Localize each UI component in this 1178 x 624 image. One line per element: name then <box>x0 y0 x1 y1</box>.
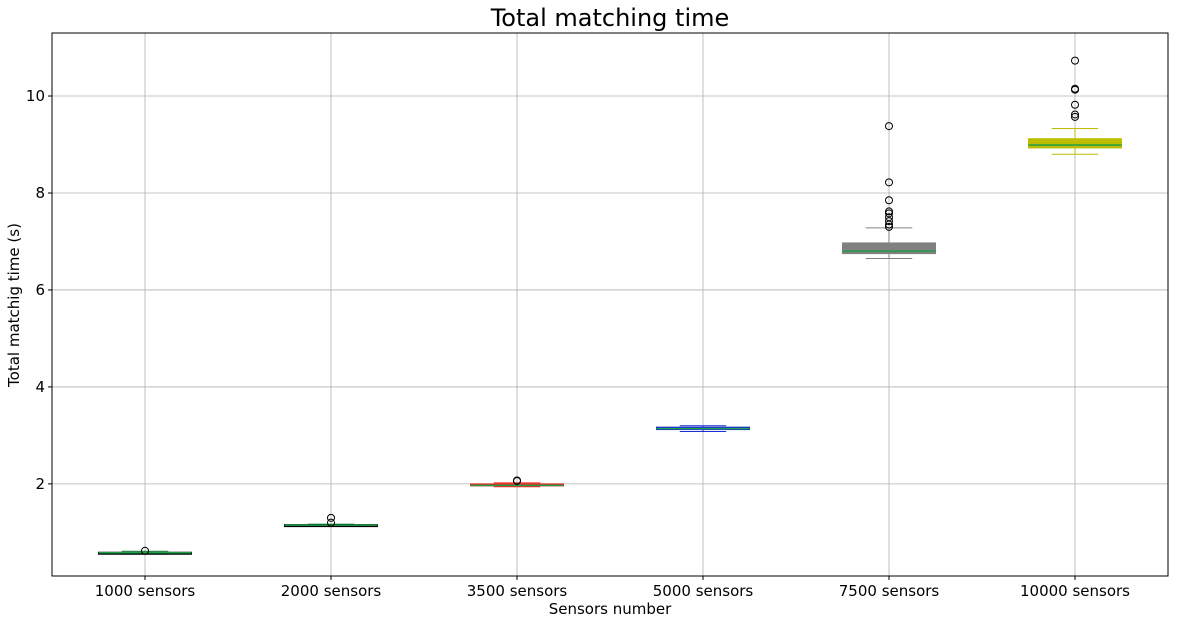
outlier-point <box>885 207 893 216</box>
chart-title: Total matching time <box>490 4 730 32</box>
x-tick-label: 7500 sensors <box>839 582 940 600</box>
outlier-point <box>327 518 335 527</box>
outlier-point <box>885 209 893 218</box>
outlier-point <box>327 513 335 522</box>
outlier-point <box>1071 110 1079 119</box>
axis-ticks: 2 4 6 8 10 1000 sensors 2000 sensors 3500 senso… <box>26 87 1130 600</box>
y-tick-label: 6 <box>35 281 45 299</box>
x-tick-label: 3500 sensors <box>467 582 568 600</box>
y-tick-label: 2 <box>35 475 45 493</box>
y-axis-label: Total matchig time (s) <box>5 223 23 388</box>
x-tick-label: 5000 sensors <box>653 582 754 600</box>
box-5 <box>842 122 936 259</box>
box-series <box>98 56 1122 555</box>
x-tick-label: 2000 sensors <box>281 582 382 600</box>
y-tick-label: 10 <box>26 87 45 105</box>
outlier-point <box>885 213 893 222</box>
outlier-point <box>1071 84 1079 93</box>
outlier-point <box>1071 56 1079 65</box>
plot-frame <box>51 32 1169 577</box>
box-2 <box>284 513 378 528</box>
box-4 <box>656 425 750 433</box>
outlier-point <box>885 222 893 231</box>
outlier-point <box>513 476 521 485</box>
x-tick-label: 1000 sensors <box>95 582 196 600</box>
x-axis-label: Sensors number <box>549 600 672 618</box>
x-tick-label: 10000 sensors <box>1020 582 1130 600</box>
outlier-point <box>885 122 893 131</box>
box-6 <box>1028 56 1122 155</box>
outlier-point <box>885 217 893 226</box>
box-1 <box>98 546 192 555</box>
grid-lines <box>52 33 1168 576</box>
outlier-point <box>1071 100 1079 109</box>
outlier-point <box>141 546 149 555</box>
y-tick-label: 4 <box>35 378 45 396</box>
outlier-point <box>1071 112 1079 121</box>
outlier-point <box>885 196 893 205</box>
box-3 <box>470 476 564 488</box>
iqr-box <box>842 242 936 255</box>
iqr-box <box>1028 138 1122 149</box>
y-tick-label: 8 <box>35 184 45 202</box>
outlier-point <box>885 178 893 187</box>
